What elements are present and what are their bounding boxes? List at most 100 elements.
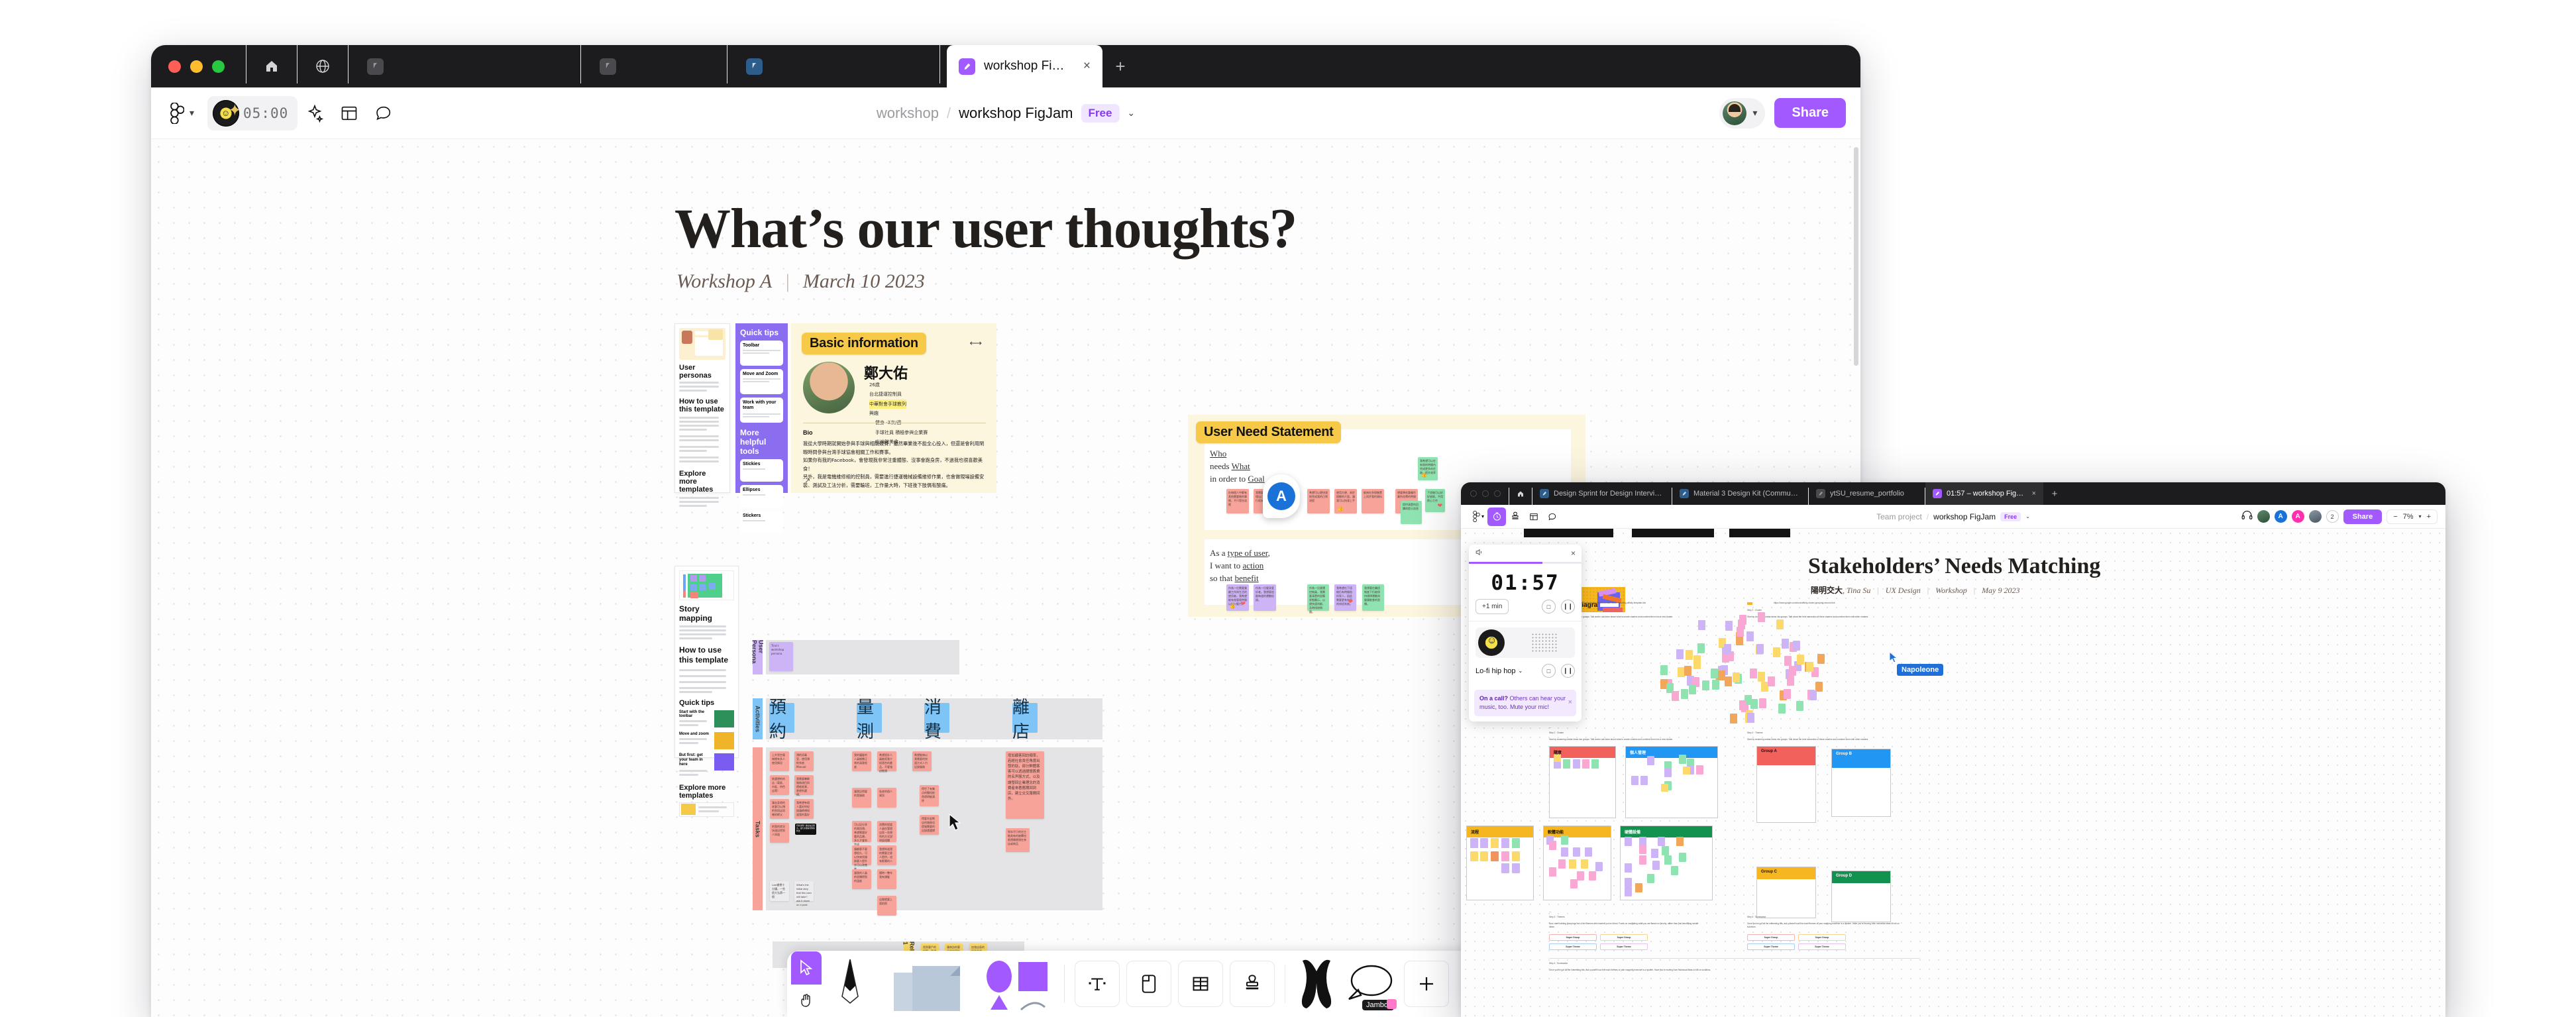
zoom-in-button[interactable]: + bbox=[2426, 512, 2431, 521]
new-tab-button[interactable]: + bbox=[2051, 488, 2058, 500]
sticker-tool[interactable] bbox=[1292, 955, 1341, 1013]
affinity-sticky[interactable] bbox=[1744, 694, 1752, 705]
super-group-button[interactable]: Super Group bbox=[1549, 934, 1597, 941]
home-icon[interactable] bbox=[253, 45, 290, 87]
affinity-sticky[interactable] bbox=[1687, 676, 1695, 686]
cluster-board-2[interactable]: 個人管理 bbox=[1625, 746, 1718, 818]
close-icon[interactable]: × bbox=[1083, 59, 1091, 73]
minimize-window-button[interactable] bbox=[190, 60, 203, 73]
avatar-menu[interactable]: ▾ bbox=[1719, 97, 1766, 129]
affinity-sticky[interactable] bbox=[1697, 643, 1705, 653]
super-theme-button[interactable]: Super Theme bbox=[1549, 943, 1597, 950]
tab-2-1[interactable]: Design Sprint for Design Interviews (Com bbox=[1532, 482, 1672, 505]
stop-icon[interactable]: □ bbox=[1542, 600, 1556, 614]
affinity-sticky[interactable] bbox=[1794, 661, 1802, 671]
zoom-out-button[interactable]: − bbox=[2393, 512, 2398, 521]
tab-2[interactable] bbox=[588, 45, 720, 87]
affinity-sticky[interactable] bbox=[1796, 701, 1804, 712]
close-icon[interactable]: × bbox=[1568, 698, 1572, 707]
affinity-sticky[interactable] bbox=[1736, 626, 1744, 637]
affinity-sticky[interactable] bbox=[1778, 704, 1786, 714]
chevron-down-icon[interactable]: ⌄ bbox=[1127, 107, 1136, 118]
affinity-sticky[interactable] bbox=[1688, 684, 1696, 695]
canvas-scrollbar[interactable] bbox=[1854, 147, 1858, 366]
affinity-sticky[interactable] bbox=[1732, 672, 1740, 683]
template-icon[interactable] bbox=[332, 96, 366, 131]
affinity-sticky[interactable] bbox=[1746, 631, 1754, 642]
tab-3[interactable] bbox=[734, 45, 933, 87]
music-pause-icon[interactable]: ❙❙ bbox=[1561, 664, 1575, 678]
affinity-sticky[interactable] bbox=[1730, 713, 1737, 723]
lane-user-persona[interactable] bbox=[766, 640, 959, 674]
group-frame-d[interactable]: Group D bbox=[1831, 871, 1891, 922]
sticky-note-tool[interactable] bbox=[879, 955, 978, 1013]
group-frame-a[interactable]: Group A bbox=[1756, 746, 1816, 823]
super-group-button[interactable]: Super Group bbox=[1798, 934, 1846, 941]
share-button[interactable]: Share bbox=[1774, 98, 1846, 128]
affinity-sticky[interactable] bbox=[1784, 655, 1792, 666]
avatar-initial[interactable]: A bbox=[2274, 510, 2287, 523]
affinity-sticky[interactable] bbox=[1817, 653, 1825, 664]
figjam-canvas-2[interactable]: Stakeholders’ Needs Matching 陽明交大, Tina … bbox=[1461, 529, 2445, 1017]
sparkle-ai-icon[interactable] bbox=[297, 96, 332, 131]
comment-icon[interactable] bbox=[366, 96, 401, 131]
affinity-sticky[interactable] bbox=[1782, 639, 1789, 649]
template-icon[interactable] bbox=[1525, 508, 1543, 526]
minimize-window-button[interactable] bbox=[1482, 490, 1489, 497]
avatar[interactable] bbox=[2257, 510, 2270, 523]
basic-information-frame[interactable]: Basic information 鄭大佑 26歲 台北捷運控制員 中華對會手球… bbox=[791, 323, 996, 493]
maximize-window-button[interactable] bbox=[1494, 490, 1501, 497]
affinity-sticky[interactable] bbox=[1776, 619, 1784, 629]
table-tool[interactable] bbox=[1178, 961, 1223, 1007]
breadcrumb-file[interactable]: workshop FigJam bbox=[959, 104, 1073, 121]
story-mapping-template[interactable]: Story mapping How to use this template Q… bbox=[674, 566, 739, 817]
affinity-sticky[interactable] bbox=[1788, 666, 1796, 676]
plus-tool[interactable] bbox=[1404, 961, 1449, 1007]
cluster-board-4[interactable]: 軟體功能 bbox=[1543, 826, 1611, 900]
affinity-sticky[interactable] bbox=[1718, 670, 1726, 680]
pause-icon[interactable]: ❙❙ bbox=[1561, 600, 1575, 614]
affinity-sticky[interactable] bbox=[1725, 676, 1732, 687]
affinity-sticky[interactable] bbox=[1783, 689, 1791, 700]
affinity-sticky[interactable] bbox=[1768, 676, 1776, 686]
home-icon[interactable] bbox=[1509, 482, 1532, 505]
hand-tool[interactable] bbox=[791, 985, 822, 1016]
zoom-level[interactable]: 7% bbox=[2402, 512, 2414, 521]
cursor-tool[interactable] bbox=[791, 951, 822, 985]
shapes-tool[interactable] bbox=[978, 955, 1057, 1013]
section-tool[interactable] bbox=[1126, 961, 1171, 1007]
close-icon[interactable]: × bbox=[2031, 490, 2036, 498]
affinity-sticky[interactable] bbox=[1725, 620, 1733, 631]
share-button[interactable]: Share bbox=[2343, 509, 2383, 524]
affinity-sticky[interactable] bbox=[1809, 690, 1817, 701]
avatar[interactable] bbox=[2308, 510, 2322, 523]
text-tool[interactable] bbox=[1075, 961, 1120, 1007]
super-theme-button[interactable]: Super Theme bbox=[1600, 943, 1648, 950]
avatar-initial[interactable]: A bbox=[2291, 510, 2304, 523]
affinity-sticky[interactable] bbox=[1787, 675, 1794, 686]
affinity-sticky[interactable] bbox=[1773, 647, 1781, 657]
affinity-sticky[interactable] bbox=[1750, 699, 1758, 710]
super-group-button[interactable]: Super Group bbox=[1747, 934, 1795, 941]
breadcrumb-project[interactable]: workshop bbox=[876, 104, 939, 121]
affinity-sticky[interactable] bbox=[1718, 638, 1726, 649]
affinity-sticky[interactable] bbox=[1811, 667, 1819, 677]
cluster-board-5[interactable]: 硬體設備 bbox=[1620, 826, 1713, 900]
affinity-sticky[interactable] bbox=[1660, 678, 1668, 689]
affinity-sticky[interactable] bbox=[1710, 668, 1718, 678]
breadcrumb-project[interactable]: Team project bbox=[1876, 511, 1922, 521]
affinity-sticky[interactable] bbox=[1756, 643, 1764, 654]
timer-music-widget[interactable]: × 01:57 +1 min □ ❙❙ bbox=[1469, 545, 1582, 722]
tab-2-3[interactable]: ytSU_resume_portfolio bbox=[1809, 482, 1925, 505]
window-controls-2[interactable] bbox=[1461, 482, 1509, 505]
affinity-sticky[interactable] bbox=[1721, 653, 1729, 663]
group-frame-b[interactable]: Group B bbox=[1831, 749, 1891, 817]
tab-2-4-active[interactable]: 01:57 – workshop FigJam × bbox=[1925, 482, 2043, 505]
globe-icon[interactable] bbox=[304, 45, 341, 87]
tab-2-2[interactable]: Material 3 Design Kit (Community) bbox=[1672, 482, 1808, 505]
music-track-selector[interactable]: Lo-fi hip hop ⌄ bbox=[1476, 667, 1523, 675]
affinity-sticky[interactable] bbox=[1735, 631, 1743, 642]
add-minute-button[interactable]: +1 min bbox=[1476, 599, 1509, 614]
cluster-board-1[interactable]: 隨意 bbox=[1549, 746, 1616, 818]
maximize-window-button[interactable] bbox=[212, 60, 225, 73]
